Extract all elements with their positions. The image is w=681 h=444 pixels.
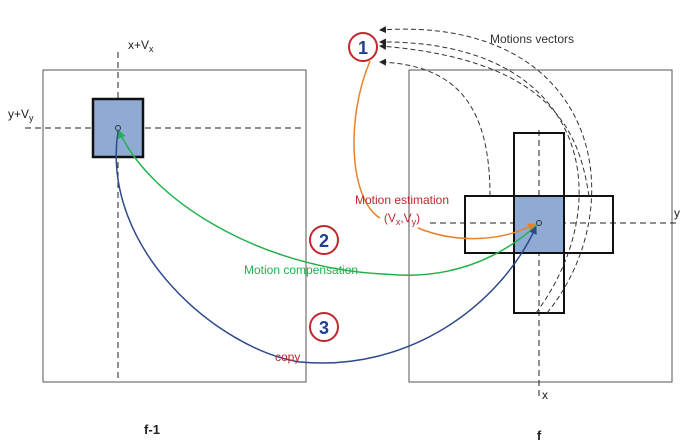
motion-estimation-arrow-to-block bbox=[417, 223, 536, 240]
step-3: 3 bbox=[309, 312, 339, 342]
reference-block-center bbox=[115, 125, 121, 131]
motion-estimation-vector-label: (Vx,Vy) bbox=[384, 211, 420, 227]
current-frame-border bbox=[408, 69, 673, 383]
motion-vector-arc-2 bbox=[379, 38, 580, 314]
copy-label: copy bbox=[275, 350, 300, 364]
reference-block bbox=[91, 97, 145, 159]
step-2-number: 2 bbox=[319, 231, 329, 251]
current-block-center bbox=[536, 220, 542, 226]
previous-frame-caption: f-1 bbox=[144, 422, 160, 437]
step-3-number: 3 bbox=[319, 318, 329, 338]
motion-vector-arcs bbox=[379, 26, 593, 314]
copy-arrow bbox=[115, 130, 537, 364]
current-frame-caption: f bbox=[537, 428, 542, 443]
step-3-circle bbox=[309, 312, 339, 342]
motion-vector-arc-1 bbox=[379, 26, 593, 314]
step-1: 1 bbox=[348, 32, 378, 62]
motion-estimation-label: Motion estimation bbox=[355, 193, 449, 207]
step-1-circle bbox=[348, 32, 378, 62]
previous-frame: x+Vx y+Vy f-1 bbox=[8, 38, 307, 437]
step-2-circle bbox=[309, 225, 339, 255]
motion-compensation-label: Motion compensation bbox=[244, 263, 358, 277]
motion-vectors-label: Motions vectors bbox=[490, 32, 574, 46]
previous-frame-x-label: x+Vx bbox=[128, 38, 154, 54]
motion-estimation-arrow bbox=[353, 60, 381, 219]
step-1-number: 1 bbox=[358, 38, 368, 58]
motion-vector-arc-3 bbox=[379, 42, 590, 197]
motion-vector-arc-4 bbox=[379, 58, 491, 197]
previous-frame-border bbox=[42, 69, 307, 383]
current-frame-x-label: x bbox=[542, 388, 548, 402]
current-block bbox=[513, 195, 565, 254]
previous-frame-y-label: y+Vy bbox=[8, 107, 34, 123]
search-block-left bbox=[464, 195, 515, 254]
motion-compensation-arrow bbox=[118, 130, 538, 276]
step-2: 2 bbox=[309, 225, 339, 255]
current-frame-y-label: y bbox=[674, 206, 680, 220]
current-frame: x y f bbox=[408, 69, 680, 443]
